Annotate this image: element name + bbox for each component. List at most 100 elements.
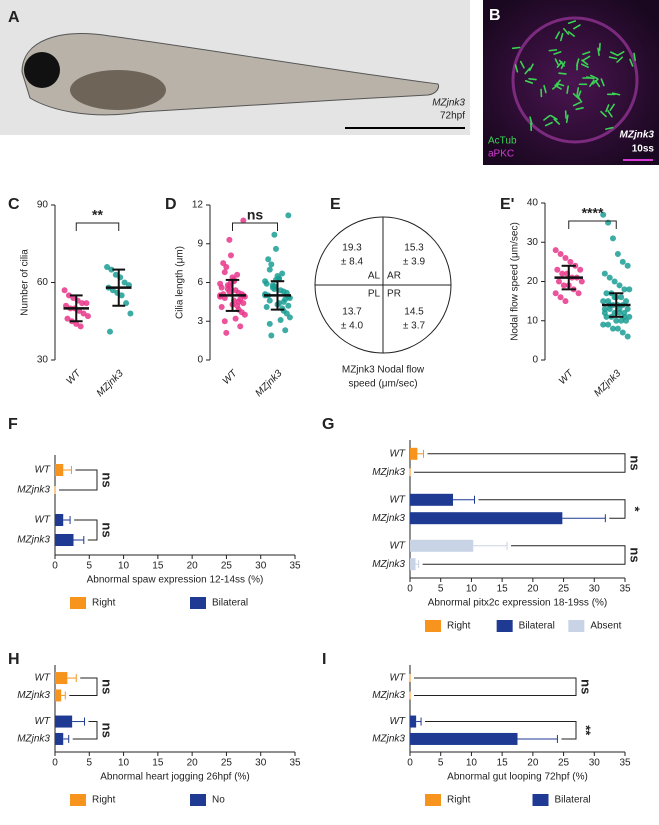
cilium	[548, 49, 558, 52]
cilium	[553, 51, 562, 55]
bar	[55, 732, 64, 745]
quadrant-value: ± 3.9	[403, 257, 426, 268]
panel-letter: I	[322, 651, 326, 668]
cilia-layer	[511, 20, 637, 132]
y-tick-label: 0	[532, 355, 538, 366]
cilium	[597, 47, 600, 57]
legend-swatch	[190, 597, 206, 609]
legend-label: Right	[447, 621, 471, 632]
cilium	[633, 52, 637, 62]
data-point	[272, 245, 279, 252]
cilium	[576, 95, 583, 103]
x-axis-title: Abnormal pitx2c expression 18-19ss (%)	[428, 598, 608, 609]
bar	[55, 514, 64, 526]
x-tick-label: 5	[438, 758, 444, 769]
data-point	[266, 266, 273, 273]
x-axis-title: Abnormal spaw expression 12-14ss (%)	[87, 575, 264, 586]
data-point	[285, 212, 292, 219]
cilium	[605, 126, 614, 130]
bar	[55, 689, 62, 702]
data-point	[609, 235, 616, 242]
data-point	[279, 270, 286, 277]
data-point	[601, 270, 608, 277]
data-point	[266, 297, 273, 304]
data-point	[562, 254, 569, 261]
cilium	[563, 27, 570, 35]
data-point	[123, 300, 130, 307]
data-point	[559, 270, 566, 277]
panel-letter: E'	[500, 196, 514, 213]
cilium	[554, 84, 562, 90]
x-tick-label: 30	[589, 758, 601, 769]
x-tick-label: 25	[221, 758, 233, 769]
data-point	[600, 321, 607, 328]
data-point	[619, 329, 626, 336]
data-point	[611, 278, 618, 285]
x-tick-label: 35	[289, 758, 301, 769]
x-tick-label: 15	[497, 758, 509, 769]
significance-label: ns	[100, 522, 115, 537]
cilium	[565, 114, 569, 124]
data-point	[83, 300, 90, 307]
stain-label: AcTub	[488, 136, 517, 147]
data-point	[621, 313, 628, 320]
x-tick-label: 20	[527, 758, 539, 769]
y-tick-label: 30	[527, 237, 539, 248]
bar	[55, 464, 64, 476]
x-tick-label: 15	[152, 758, 164, 769]
data-point	[263, 304, 270, 311]
panel-letter: B	[489, 7, 501, 24]
x-tick-label: 10	[466, 758, 478, 769]
data-point	[221, 318, 228, 325]
y-tick-label: 12	[192, 200, 204, 211]
x-tick-label: 30	[255, 561, 267, 572]
data-point	[77, 323, 84, 330]
significance-label: ns	[247, 207, 264, 223]
y-tick-label: MZjnk3	[372, 690, 405, 701]
legend-label: Absent	[590, 621, 621, 632]
cilium	[573, 24, 581, 30]
data-point	[265, 256, 272, 263]
quadrant-value: 13.7	[342, 307, 362, 318]
cilium	[616, 56, 624, 63]
data-point	[605, 321, 612, 328]
cilium	[543, 114, 551, 121]
x-tick-label: 35	[289, 561, 301, 572]
cilium	[528, 77, 537, 81]
cilium	[567, 20, 577, 25]
bar	[410, 493, 453, 506]
x-tick-label: 35	[619, 758, 631, 769]
y-tick-label: MZjnk3	[17, 535, 50, 546]
x-tick-label: WT	[64, 368, 83, 387]
data-point	[557, 251, 564, 258]
bar	[410, 447, 418, 460]
significance-bracket	[69, 677, 98, 696]
y-axis-title: Number of cilia	[20, 249, 31, 316]
x-tick-label: 0	[407, 584, 413, 595]
legend-label: Bilateral	[212, 598, 248, 609]
data-point	[220, 260, 227, 267]
cilium	[581, 59, 589, 66]
x-tick-label: 30	[589, 584, 601, 595]
x-tick-label: 10	[118, 561, 130, 572]
legend-label: Right	[92, 598, 116, 609]
data-point	[104, 264, 111, 270]
y-tick-label: MZjnk3	[372, 513, 405, 524]
data-point	[600, 211, 607, 218]
cilium	[556, 61, 563, 68]
data-point	[80, 310, 87, 317]
data-point	[84, 313, 91, 320]
x-tick-label: 20	[527, 584, 539, 595]
data-point	[227, 252, 234, 259]
legend-label: Bilateral	[519, 621, 555, 632]
quadrant-label: AR	[387, 271, 401, 282]
x-tick-label: 5	[438, 584, 444, 595]
legend-swatch	[425, 620, 441, 632]
x-axis-title: Abnormal heart jogging 26hpf (%)	[100, 772, 250, 783]
significance-bracket	[414, 677, 577, 696]
data-point	[624, 333, 631, 340]
significance-bracket	[568, 220, 617, 229]
bar	[55, 715, 73, 728]
data-point	[64, 315, 71, 322]
significance-label: ns	[579, 679, 594, 694]
